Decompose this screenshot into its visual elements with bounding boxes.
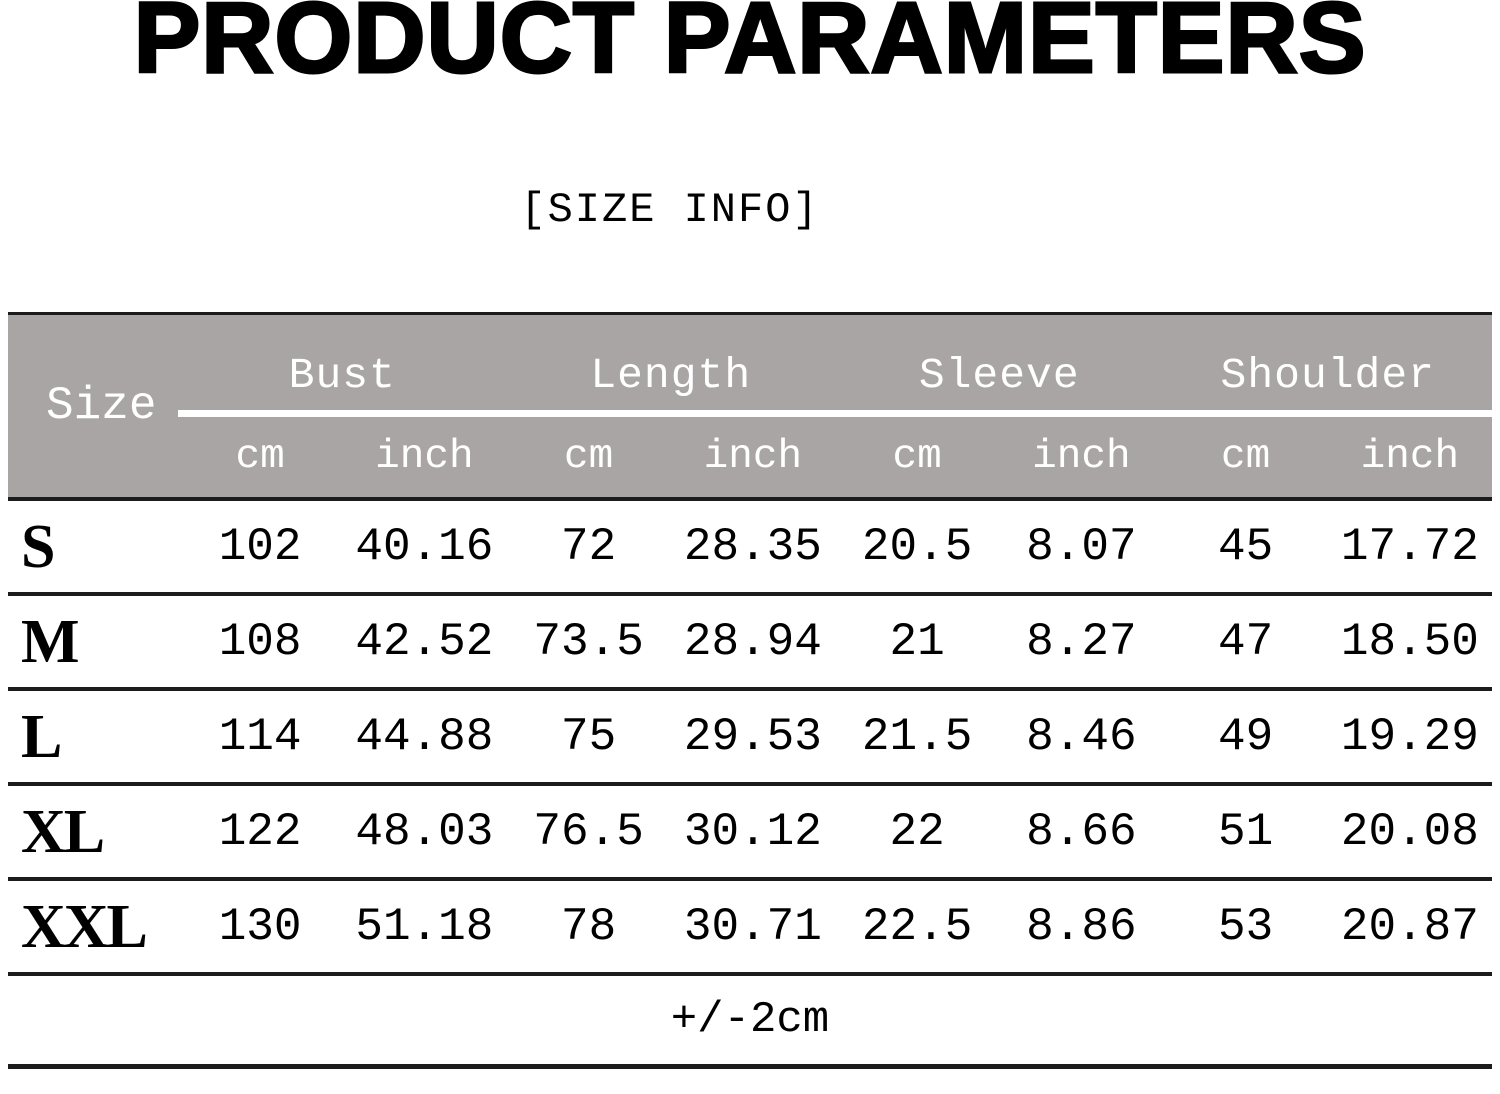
shoulder-inch-value: 20.08 — [1340, 805, 1479, 858]
unit-header-shoulder-cm: cm — [1221, 434, 1271, 480]
length-cm-value: 75 — [561, 710, 617, 763]
table-row-s: S 102 40.16 72 28.35 20.5 8.07 45 17.72 — [8, 497, 1492, 592]
length-cm-value: 78 — [561, 900, 617, 953]
unit-header-length-cm: cm — [564, 434, 614, 480]
unit-header-sleeve-cm: cm — [892, 434, 942, 480]
bust-cm-value: 114 — [218, 710, 302, 763]
shoulder-inch-value: 18.50 — [1340, 615, 1479, 668]
bust-cm-value: 102 — [218, 520, 302, 573]
size-table: Size Bust Length Sleeve Shoulder cm inch… — [8, 312, 1492, 1069]
shoulder-inch-value: 20.87 — [1340, 900, 1479, 953]
size-info-subtitle: [SIZE INFO] — [520, 186, 820, 234]
bust-cm-value: 122 — [218, 805, 302, 858]
length-cm-value: 73.5 — [533, 615, 644, 668]
length-cm-value: 76.5 — [533, 805, 644, 858]
shoulder-inch-value: 17.72 — [1340, 520, 1479, 573]
length-inch-value: 30.12 — [683, 805, 822, 858]
page-title: PRODUCT PARAMETERS — [132, 0, 1367, 94]
table-row-l: L 114 44.88 75 29.53 21.5 8.46 49 19.29 — [8, 687, 1492, 782]
sleeve-inch-value: 8.07 — [1026, 520, 1137, 573]
sleeve-inch-value: 8.66 — [1026, 805, 1137, 858]
unit-header-bust-inch: inch — [375, 434, 474, 480]
shoulder-cm-value: 51 — [1218, 805, 1274, 858]
table-header: Size Bust Length Sleeve Shoulder cm inch… — [8, 312, 1492, 497]
tolerance-note: +/-2cm — [670, 995, 830, 1045]
table-row-xl: XL 122 48.03 76.5 30.12 22 8.66 51 20.08 — [8, 782, 1492, 877]
sleeve-inch-value: 8.86 — [1026, 900, 1137, 953]
length-inch-value: 28.94 — [683, 615, 822, 668]
shoulder-inch-value: 19.29 — [1340, 710, 1479, 763]
shoulder-cm-value: 49 — [1218, 710, 1274, 763]
table-row-m: M 108 42.52 73.5 28.94 21 8.27 47 18.50 — [8, 592, 1492, 687]
length-cm-value: 72 — [561, 520, 617, 573]
bust-cm-value: 108 — [218, 615, 302, 668]
group-header-sleeve: Sleeve — [918, 351, 1080, 400]
bust-inch-value: 48.03 — [355, 805, 494, 858]
bust-inch-value: 42.52 — [355, 615, 494, 668]
sleeve-cm-value: 20.5 — [861, 520, 973, 573]
size-label: XXL — [21, 892, 148, 961]
group-header-bust: Bust — [288, 351, 396, 400]
unit-header-length-inch: inch — [703, 434, 803, 480]
sleeve-inch-value: 8.46 — [1026, 710, 1137, 763]
length-inch-value: 28.35 — [683, 520, 822, 573]
unit-header-shoulder-inch: inch — [1360, 434, 1460, 480]
size-label: M — [21, 607, 80, 676]
header-divider-line — [178, 410, 1492, 417]
unit-header-bust-cm: cm — [235, 434, 285, 480]
length-inch-value: 30.71 — [683, 900, 822, 953]
shoulder-cm-value: 45 — [1218, 520, 1274, 573]
unit-header-sleeve-inch: inch — [1032, 434, 1131, 480]
tolerance-row: +/-2cm — [8, 972, 1492, 1064]
sleeve-cm-value: 21.5 — [861, 710, 973, 763]
table-row-xxl: XXL 130 51.18 78 30.71 22.5 8.86 53 20.8… — [8, 877, 1492, 972]
sleeve-inch-value: 8.27 — [1026, 615, 1137, 668]
sleeve-cm-value: 22.5 — [861, 900, 973, 953]
size-label: XL — [21, 797, 105, 866]
group-header-shoulder: Shoulder — [1220, 351, 1435, 400]
size-label: S — [21, 512, 55, 581]
bust-inch-value: 51.18 — [355, 900, 494, 953]
length-inch-value: 29.53 — [683, 710, 822, 763]
size-label: L — [21, 702, 62, 771]
bust-inch-value: 40.16 — [355, 520, 494, 573]
bust-cm-value: 130 — [218, 900, 302, 953]
sleeve-cm-value: 21 — [889, 615, 945, 668]
shoulder-cm-value: 47 — [1218, 615, 1274, 668]
shoulder-cm-value: 53 — [1218, 900, 1274, 953]
bust-inch-value: 44.88 — [355, 710, 494, 763]
size-column-header: Size — [46, 380, 157, 432]
sleeve-cm-value: 22 — [889, 805, 945, 858]
group-header-length: Length — [590, 351, 752, 400]
